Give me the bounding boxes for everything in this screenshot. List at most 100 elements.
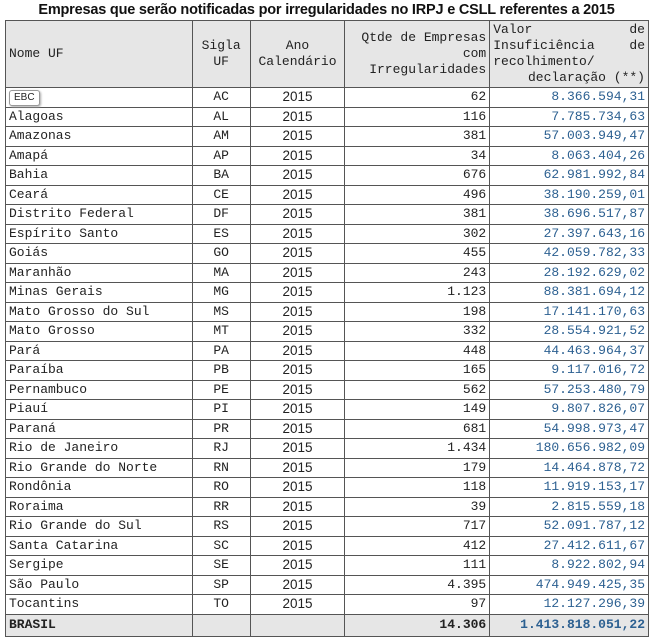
cell-ano: 2015 (249, 126, 346, 147)
cell-sigla-uf: SC (191, 535, 251, 556)
table-row: Mato Grosso do Sul MS 2015 198 17.141.170,63 (5, 301, 649, 322)
cell-valor: 180.656.982,09 (489, 438, 649, 459)
cell-qtde: 34 (344, 145, 491, 166)
table-row: Sergipe SE 2015 111 8.922.802,94 (5, 555, 649, 576)
cell-sigla-uf: RS (191, 516, 251, 537)
cell-nome-uf: Paraíba (5, 360, 193, 381)
cell-sigla-uf: PA (191, 340, 251, 361)
cell-sigla-uf: RR (191, 496, 251, 517)
cell-sigla-uf: RN (191, 457, 251, 478)
table-row: Paraíba PB 2015 165 9.117.016,72 (5, 360, 649, 381)
cell-sigla-uf: PR (191, 418, 251, 439)
cell-ano: 2015 (249, 379, 346, 400)
table-row: Espírito Santo ES 2015 302 27.397.643,16 (5, 223, 649, 244)
cell-ano: 2015 (249, 243, 346, 264)
cell-qtde: 4.395 (344, 574, 491, 595)
cell-sigla-uf: PI (191, 399, 251, 420)
cell-qtde: 562 (344, 379, 491, 400)
cell-nome-uf: Santa Catarina (5, 535, 193, 556)
cell-valor: 12.127.296,39 (489, 594, 649, 615)
cell-sigla-uf: MT (191, 321, 251, 342)
cell-qtde: 62 (344, 87, 491, 108)
total-cell-sigla-uf (191, 613, 251, 637)
cell-sigla-uf: RO (191, 477, 251, 498)
table-row: Minas Gerais MG 2015 1.123 88.381.694,12 (5, 282, 649, 303)
cell-nome-uf: Roraima (5, 496, 193, 517)
cell-valor: 474.949.425,35 (489, 574, 649, 595)
cell-sigla-uf: AM (191, 126, 251, 147)
cell-ano: 2015 (249, 262, 346, 283)
cell-nome-uf: Amapá (5, 145, 193, 166)
cell-qtde: 302 (344, 223, 491, 244)
cell-nome-uf: Sergipe (5, 555, 193, 576)
cell-nome-uf: Rio Grande do Norte (5, 457, 193, 478)
cell-sigla-uf: PB (191, 360, 251, 381)
cell-valor: 27.412.611,67 (489, 535, 649, 556)
cell-sigla-uf: MS (191, 301, 251, 322)
table-row: Tocantins TO 2015 97 12.127.296,39 (5, 594, 649, 615)
cell-nome-uf: Rio de Janeiro (5, 438, 193, 459)
cell-qtde: 39 (344, 496, 491, 517)
cell-valor: 88.381.694,12 (489, 282, 649, 303)
cell-ano: 2015 (249, 301, 346, 322)
cell-valor: 57.003.949,47 (489, 126, 649, 147)
cell-ano: 2015 (249, 223, 346, 244)
cell-valor: 28.192.629,02 (489, 262, 649, 283)
cell-qtde: 455 (344, 243, 491, 264)
cell-qtde: 149 (344, 399, 491, 420)
cell-nome-uf: Distrito Federal (5, 204, 193, 225)
table-row: Rio de Janeiro RJ 2015 1.434 180.656.982,09 (5, 438, 649, 459)
header-row: Nome UF Sigla UF Ano Calendário Qtde de … (5, 20, 649, 88)
cell-sigla-uf: AL (191, 106, 251, 127)
table-row: Amapá AP 2015 34 8.063.404,26 (5, 145, 649, 166)
cell-valor: 44.463.964,37 (489, 340, 649, 361)
cell-ano: 2015 (249, 594, 346, 615)
cell-valor: 7.785.734,63 (489, 106, 649, 127)
cell-nome-uf: EBC (5, 87, 193, 108)
cell-sigla-uf: CE (191, 184, 251, 205)
cell-ano: 2015 (249, 321, 346, 342)
cell-valor: 54.998.973,47 (489, 418, 649, 439)
table-row: Roraima RR 2015 39 2.815.559,18 (5, 496, 649, 517)
cell-valor: 38.190.259,01 (489, 184, 649, 205)
cell-valor: 42.059.782,33 (489, 243, 649, 264)
cell-ano: 2015 (249, 555, 346, 576)
total-row: BRASIL 14.306 1.413.818.051,22 (5, 613, 649, 637)
table-row: Maranhão MA 2015 243 28.192.629,02 (5, 262, 649, 283)
cell-sigla-uf: BA (191, 165, 251, 186)
cell-ano: 2015 (249, 204, 346, 225)
cell-nome-uf: Tocantins (5, 594, 193, 615)
table-row: Rio Grande do Norte RN 2015 179 14.464.878,7… (5, 457, 649, 478)
cell-qtde: 448 (344, 340, 491, 361)
irregularities-table: Nome UF Sigla UF Ano Calendário Qtde de … (5, 20, 649, 637)
cell-valor: 2.815.559,18 (489, 496, 649, 517)
cell-ano: 2015 (249, 340, 346, 361)
cell-qtde: 118 (344, 477, 491, 498)
cell-valor: 27.397.643,16 (489, 223, 649, 244)
cell-ano: 2015 (249, 418, 346, 439)
cell-valor: 62.981.992,84 (489, 165, 649, 186)
cell-ano: 2015 (249, 457, 346, 478)
total-cell-nome-uf: BRASIL (5, 613, 193, 637)
cell-ano: 2015 (249, 106, 346, 127)
table-row: Mato Grosso MT 2015 332 28.554.921,52 (5, 321, 649, 342)
cell-qtde: 381 (344, 126, 491, 147)
cell-nome-uf: Alagoas (5, 106, 193, 127)
header-nome-uf: Nome UF (5, 20, 193, 88)
cell-sigla-uf: MA (191, 262, 251, 283)
cell-qtde: 1.434 (344, 438, 491, 459)
cell-valor: 14.464.878,72 (489, 457, 649, 478)
table-row: São Paulo SP 2015 4.395 474.949.425,35 (5, 574, 649, 595)
cell-ano: 2015 (249, 184, 346, 205)
cell-qtde: 676 (344, 165, 491, 186)
cell-valor: 38.696.517,87 (489, 204, 649, 225)
cell-nome-uf: Mato Grosso (5, 321, 193, 342)
total-cell-valor: 1.413.818.051,22 (489, 613, 649, 637)
cell-nome-uf: São Paulo (5, 574, 193, 595)
cell-sigla-uf: AC (191, 87, 251, 108)
cell-valor: 17.141.170,63 (489, 301, 649, 322)
cell-sigla-uf: PE (191, 379, 251, 400)
cell-sigla-uf: RJ (191, 438, 251, 459)
header-qtde: Qtde de Empresas com Irregularidades (344, 20, 491, 88)
cell-valor: 57.253.480,79 (489, 379, 649, 400)
